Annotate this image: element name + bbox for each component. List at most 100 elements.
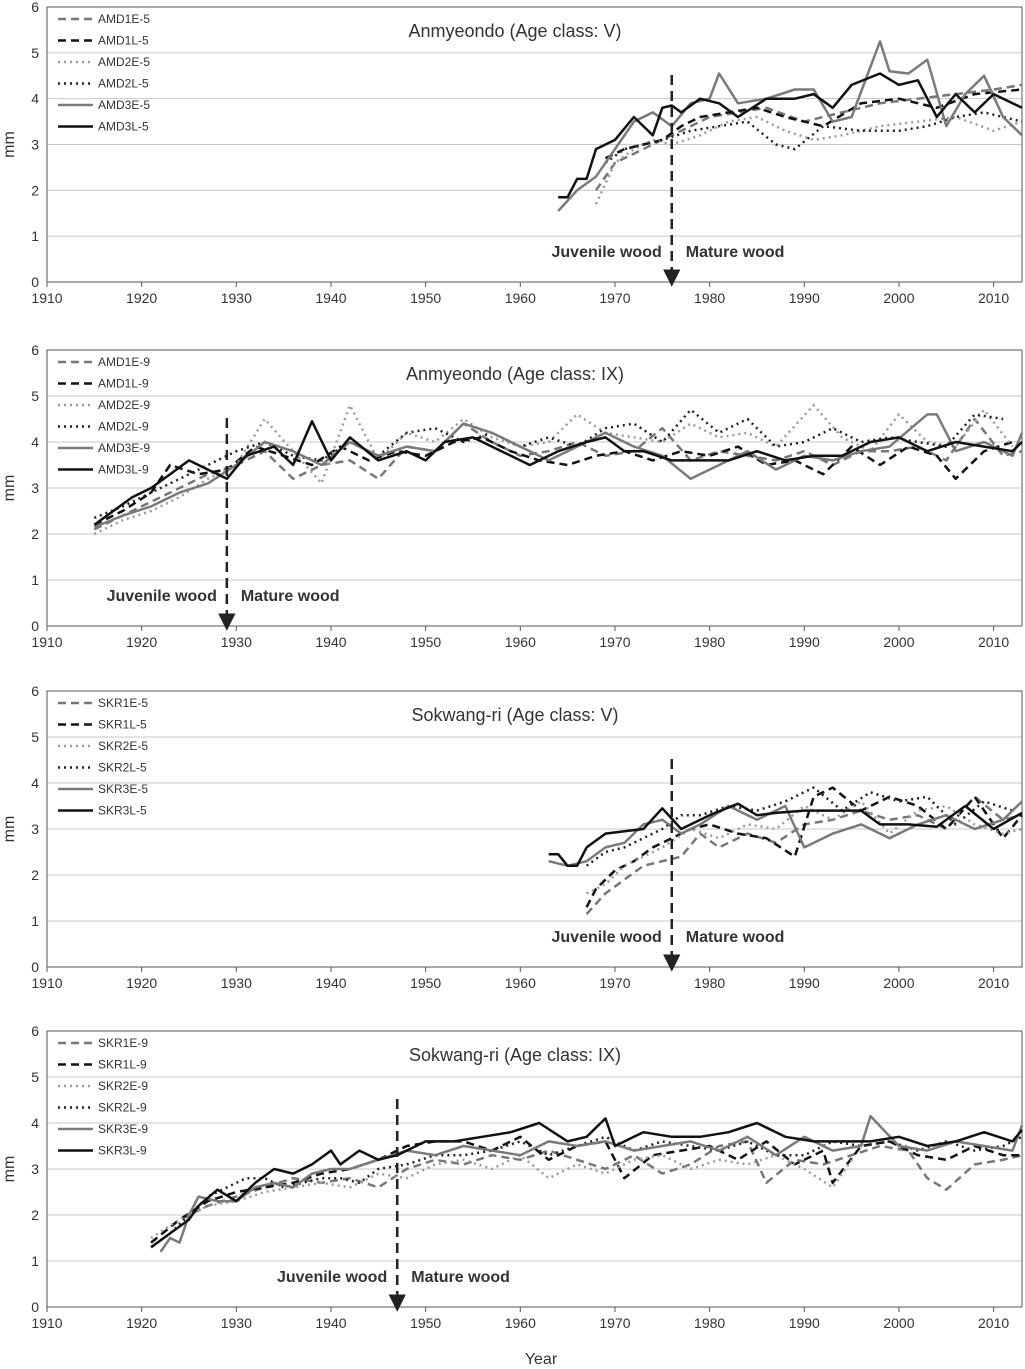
y-tick-label: 4 bbox=[31, 775, 39, 791]
y-axis-label: mm bbox=[1, 475, 18, 502]
y-tick-label: 4 bbox=[31, 1115, 39, 1131]
x-tick-label: 1910 bbox=[31, 1315, 62, 1331]
legend-label: SKR2L-5 bbox=[98, 761, 147, 775]
series-line-SKR1L-9 bbox=[150, 1135, 1022, 1244]
x-tick-label: 1930 bbox=[221, 290, 252, 306]
legend-label: AMD1E-9 bbox=[98, 355, 150, 369]
chart-panel-4: 0 1 2 3 4 5 6 1910 1920 1930 1940 1950 1960 1970 1980 1… bbox=[1, 1023, 1024, 1331]
legend-label: AMD2E-9 bbox=[98, 398, 150, 412]
legend-label: AMD2L-5 bbox=[98, 77, 149, 91]
x-tick-label: 1980 bbox=[694, 1315, 725, 1331]
legend-label: AMD2L-9 bbox=[98, 420, 149, 434]
y-tick-label: 3 bbox=[31, 137, 39, 153]
x-tick-label: 1910 bbox=[31, 975, 62, 991]
chart-panel-2: 0 1 2 3 4 5 6 1910 1920 1930 1940 1950 1960 1970 1980 1… bbox=[1, 342, 1024, 650]
x-tick-label: 1960 bbox=[505, 290, 536, 306]
x-tick-label: 1920 bbox=[126, 975, 157, 991]
y-tick-label: 0 bbox=[31, 959, 39, 975]
y-tick-label: 5 bbox=[31, 1069, 39, 1085]
legend-label: SKR2L-9 bbox=[98, 1101, 147, 1115]
series-line-SKR2L-5 bbox=[585, 786, 1013, 867]
y-tick-label: 1 bbox=[31, 228, 39, 244]
x-tick-label: 1990 bbox=[789, 975, 820, 991]
plot-frame bbox=[46, 690, 1023, 968]
x-tick-label: 2010 bbox=[978, 290, 1009, 306]
x-tick-label: 1950 bbox=[410, 634, 441, 650]
plot-frame bbox=[46, 349, 1023, 627]
x-tick-label: 1940 bbox=[315, 290, 346, 306]
chart-title: Sokwang-ri (Age class: IX) bbox=[409, 1045, 621, 1065]
plot-frame bbox=[46, 1030, 1023, 1308]
x-tick-label: 2010 bbox=[978, 634, 1009, 650]
legend-label: AMD3L-5 bbox=[98, 120, 149, 134]
legend-label: AMD2E-5 bbox=[98, 55, 150, 69]
y-axis-label: mm bbox=[1, 816, 18, 843]
series-line-AMD2L-5 bbox=[604, 111, 1023, 164]
series-line-SKR2E-9 bbox=[150, 1153, 853, 1240]
legend-label: SKR1E-5 bbox=[98, 696, 148, 710]
x-tick-label: 1970 bbox=[599, 290, 630, 306]
y-tick-label: 1 bbox=[31, 1253, 39, 1269]
annotation-mature-wood: Mature wood bbox=[411, 1269, 510, 1286]
x-tick-label: 2000 bbox=[883, 634, 914, 650]
chart-panel-1: 0 1 2 3 4 5 6 1910 1920 1930 1940 1950 1960 1970 1980 1… bbox=[1, 0, 1023, 306]
y-tick-label: 3 bbox=[31, 821, 39, 837]
x-tick-label: 2000 bbox=[883, 975, 914, 991]
y-tick-label: 2 bbox=[31, 526, 39, 542]
x-tick-label: 1940 bbox=[315, 634, 346, 650]
chart-title: Sokwang-ri (Age class: V) bbox=[411, 705, 618, 725]
legend-label: AMD1E-5 bbox=[98, 12, 150, 26]
x-tick-label: 1940 bbox=[315, 1315, 346, 1331]
series-line-SKR1E-9 bbox=[150, 1140, 1023, 1244]
legend-label: SKR1E-9 bbox=[98, 1036, 148, 1050]
x-tick-label: 1910 bbox=[31, 290, 62, 306]
series-line-AMD2L-9 bbox=[93, 408, 1004, 520]
x-tick-label: 1920 bbox=[126, 290, 157, 306]
legend-label: SKR2E-5 bbox=[98, 739, 148, 753]
x-tick-label: 1930 bbox=[221, 634, 252, 650]
x-tick-label: 2010 bbox=[978, 975, 1009, 991]
y-tick-label: 3 bbox=[31, 480, 39, 496]
annotation-juvenile-wood: Juvenile wood bbox=[552, 929, 662, 946]
chart-panel-3: 0 1 2 3 4 5 6 1910 1920 1930 1940 1950 1960 1970 1980 1… bbox=[1, 683, 1023, 991]
x-tick-label: 2010 bbox=[978, 1315, 1009, 1331]
series-line-SKR3L-9 bbox=[150, 1117, 1023, 1249]
legend-label: SKR3E-5 bbox=[98, 782, 148, 796]
y-tick-label: 3 bbox=[31, 1161, 39, 1177]
legend-label: SKR3E-9 bbox=[98, 1122, 148, 1136]
y-axis-label: mm bbox=[1, 131, 18, 158]
annotation-juvenile-wood: Juvenile wood bbox=[107, 588, 217, 605]
series-line-AMD3E-5 bbox=[557, 40, 1023, 212]
series-line-AMD3L-5 bbox=[558, 72, 1023, 199]
x-tick-label: 1950 bbox=[410, 1315, 441, 1331]
annotation-juvenile-wood: Juvenile wood bbox=[552, 244, 662, 261]
annotation-mature-wood: Mature wood bbox=[686, 929, 785, 946]
chart-title: Anmyeondo (Age class: V) bbox=[408, 21, 621, 41]
y-tick-label: 5 bbox=[31, 388, 39, 404]
series-line-AMD3E-9 bbox=[93, 413, 1024, 529]
x-tick-label: 1980 bbox=[694, 634, 725, 650]
y-tick-label: 2 bbox=[31, 867, 39, 883]
y-tick-label: 6 bbox=[31, 0, 39, 15]
y-axis-label: mm bbox=[1, 1156, 18, 1183]
y-tick-label: 0 bbox=[31, 618, 39, 634]
chart-title: Anmyeondo (Age class: IX) bbox=[406, 364, 624, 384]
series-line-SKR3E-9 bbox=[159, 1114, 1024, 1253]
x-tick-label: 2000 bbox=[883, 290, 914, 306]
x-tick-label: 1940 bbox=[315, 975, 346, 991]
x-tick-label: 1970 bbox=[599, 1315, 630, 1331]
annotation-mature-wood: Mature wood bbox=[686, 244, 785, 261]
x-tick-label: 1990 bbox=[789, 1315, 820, 1331]
x-tick-label: 2000 bbox=[883, 1315, 914, 1331]
annotation-juvenile-wood: Juvenile wood bbox=[277, 1269, 387, 1286]
series-line-SKR3L-5 bbox=[548, 802, 1023, 868]
plot-frame bbox=[46, 6, 1023, 283]
series-line-AMD2E-9 bbox=[93, 403, 1014, 536]
legend-label: AMD1L-5 bbox=[98, 34, 149, 48]
x-tick-label: 1970 bbox=[599, 634, 630, 650]
x-tick-label: 1950 bbox=[410, 975, 441, 991]
legend-label: SKR1L-9 bbox=[98, 1058, 147, 1072]
y-tick-label: 4 bbox=[31, 434, 39, 450]
series-line-AMD1L-9 bbox=[93, 436, 1013, 526]
legend-label: AMD3E-5 bbox=[98, 98, 150, 112]
